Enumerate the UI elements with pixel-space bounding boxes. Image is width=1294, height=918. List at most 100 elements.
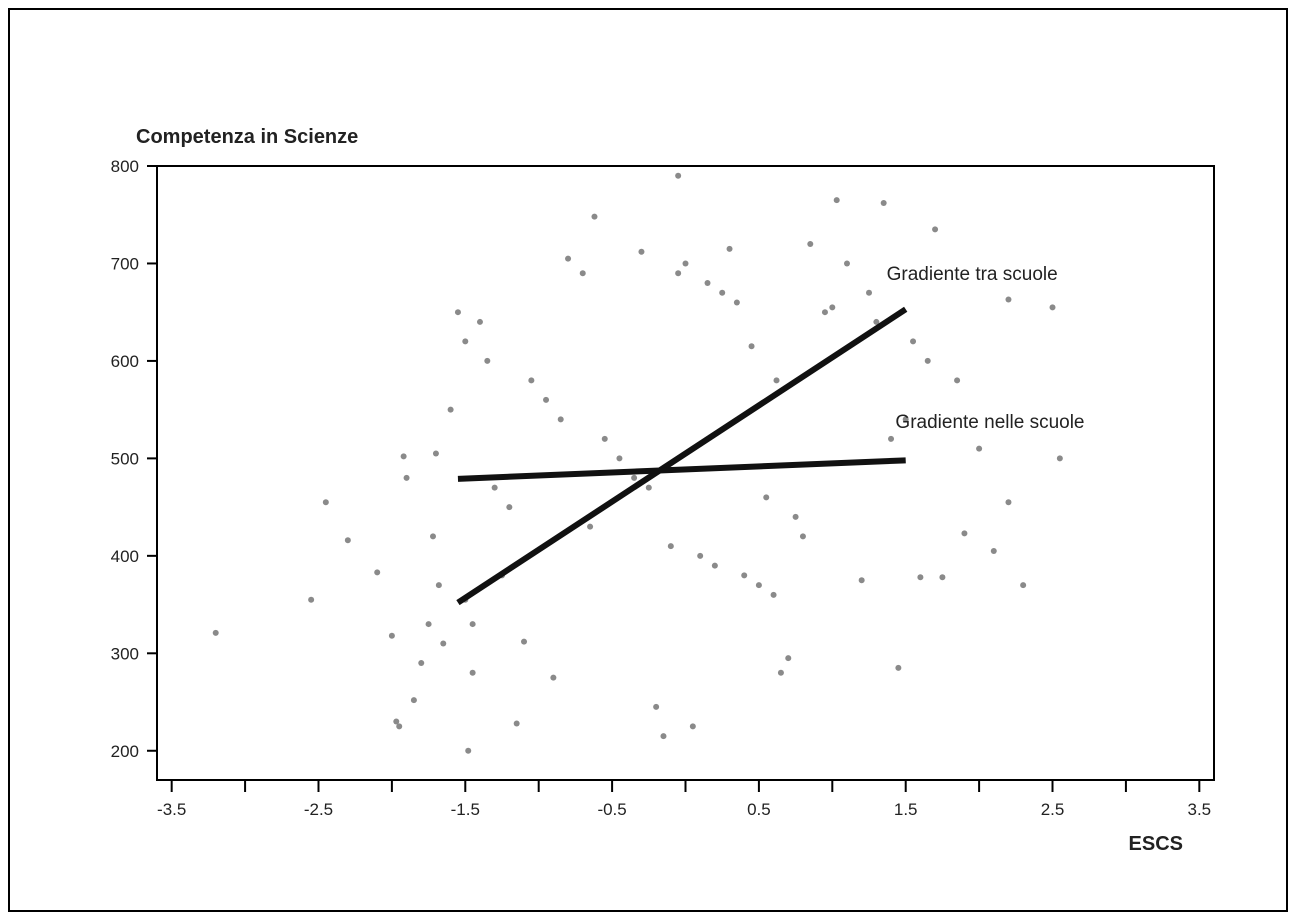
data-point [785, 655, 792, 662]
data-point [521, 638, 528, 645]
data-point [528, 377, 535, 384]
data-point [587, 523, 594, 530]
regression-line [457, 457, 906, 482]
data-point [741, 572, 748, 579]
data-point [645, 484, 652, 491]
data-point [799, 533, 806, 540]
data-point [388, 632, 395, 639]
data-point [212, 629, 219, 636]
data-point [858, 577, 865, 584]
data-point [833, 197, 840, 204]
data-point [1056, 455, 1063, 462]
data-point [513, 720, 520, 727]
data-point [418, 660, 425, 667]
data-point [792, 513, 799, 520]
data-point [976, 445, 983, 452]
y-tick-label: 400 [111, 547, 139, 566]
data-point [895, 664, 902, 671]
regression-lines [456, 306, 908, 606]
data-point [344, 537, 351, 544]
data-point [829, 304, 836, 311]
data-point [807, 240, 814, 247]
data-point [932, 226, 939, 233]
annotations: Gradiente tra scuole Gradiente nelle scuo… [887, 264, 1085, 433]
x-tick-label: 0.5 [747, 800, 771, 819]
x-tick-label: 1.5 [894, 800, 918, 819]
y-tick-label: 300 [111, 644, 139, 663]
scatter-points [212, 172, 1063, 754]
data-point [770, 591, 777, 598]
data-point [1005, 499, 1012, 506]
y-axis-title: Competenza in Scienze [136, 126, 358, 148]
data-point [476, 318, 483, 325]
data-point [697, 552, 704, 559]
data-point [843, 260, 850, 267]
data-point [491, 484, 498, 491]
data-point [469, 669, 476, 676]
data-point [435, 582, 442, 589]
data-point [557, 416, 564, 423]
data-point [924, 357, 931, 364]
data-point [939, 574, 946, 581]
data-point [653, 703, 660, 710]
data-point [719, 289, 726, 296]
data-point [954, 377, 961, 384]
y-tick-label: 500 [111, 449, 139, 468]
y-tick-label: 700 [111, 254, 139, 273]
data-point [675, 270, 682, 277]
y-tick-label: 200 [111, 742, 139, 761]
data-point [873, 318, 880, 325]
data-point [704, 279, 711, 286]
x-tick-label: -3.5 [157, 800, 186, 819]
data-point [660, 733, 667, 740]
data-point [910, 338, 917, 345]
data-point [616, 455, 623, 462]
axis-ticks: 200 300 400 500 600 700 800 -3.5 -2.5 -1.5 -0.5 0.5… [111, 157, 1212, 819]
data-point [429, 533, 436, 540]
regression-line [456, 306, 908, 606]
y-tick-label: 800 [111, 157, 139, 176]
data-point [821, 309, 828, 316]
data-point [462, 338, 469, 345]
data-point [990, 547, 997, 554]
data-point [410, 697, 417, 704]
data-point [396, 723, 403, 730]
data-point [1005, 296, 1012, 303]
chart-frame [8, 8, 1288, 912]
x-tick-label: 3.5 [1187, 800, 1211, 819]
data-point [543, 396, 550, 403]
data-point [888, 435, 895, 442]
data-point [308, 596, 315, 603]
data-point [565, 255, 572, 262]
data-point [469, 621, 476, 628]
x-tick-label: -2.5 [304, 800, 333, 819]
x-axis-title: ESCS [1129, 833, 1183, 855]
data-point [689, 723, 696, 730]
data-point [550, 674, 557, 681]
data-point [638, 248, 645, 255]
x-tick-label: -0.5 [597, 800, 626, 819]
data-point [682, 260, 689, 267]
data-point [961, 530, 968, 537]
x-tick-label: 2.5 [1041, 800, 1065, 819]
data-point [484, 357, 491, 364]
data-point [675, 172, 682, 179]
data-point [440, 640, 447, 647]
data-point [733, 299, 740, 306]
data-point [902, 416, 909, 423]
data-point [1049, 304, 1056, 311]
data-point [447, 406, 454, 413]
data-point [773, 377, 780, 384]
data-point [601, 435, 608, 442]
data-point [579, 270, 586, 277]
data-point [866, 289, 873, 296]
data-point [432, 450, 439, 457]
data-point [454, 309, 461, 316]
y-tick-label: 600 [111, 352, 139, 371]
data-point [763, 494, 770, 501]
line-annotation: Gradiente nelle scuole [895, 412, 1084, 433]
data-point [777, 669, 784, 676]
data-point [631, 474, 638, 481]
data-point [465, 747, 472, 754]
